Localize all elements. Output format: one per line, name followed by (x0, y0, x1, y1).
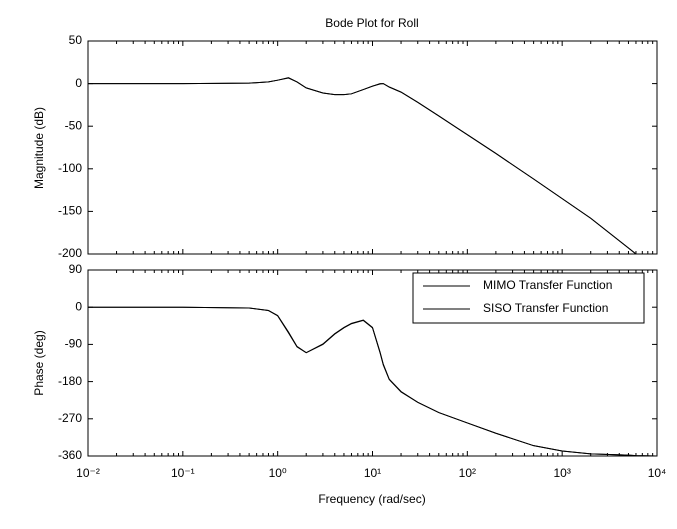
x-tick-label: 10⁻¹ (171, 466, 195, 480)
y-tick-label: -270 (58, 411, 82, 425)
legend-label: SISO Transfer Function (483, 301, 608, 315)
y-tick-label: -100 (58, 161, 82, 175)
y-axis-label: Phase (deg) (32, 330, 46, 395)
y-tick-label: 90 (69, 262, 83, 276)
x-tick-label: 10⁻² (76, 466, 100, 480)
legend-box (412, 272, 645, 324)
y-tick-label: -180 (58, 374, 82, 388)
x-tick-label: 10² (459, 466, 476, 480)
line-series (88, 77, 637, 254)
y-tick-label: -50 (65, 118, 83, 132)
x-tick-label: 10¹ (364, 466, 381, 480)
x-tick-label: 10⁰ (269, 466, 287, 480)
chart-title: Bode Plot for Roll (325, 16, 418, 30)
x-tick-label: 10⁴ (648, 466, 667, 480)
plot-area (87, 40, 658, 255)
y-tick-label: -200 (58, 246, 82, 260)
x-tick-label: 10³ (553, 466, 570, 480)
y-tick-label: -150 (58, 204, 82, 218)
y-tick-label: 50 (69, 33, 83, 47)
y-tick-label: 0 (75, 76, 82, 90)
y-tick-label: -360 (58, 448, 82, 462)
line-series (88, 306, 657, 456)
y-axis-label: Magnitude (dB) (32, 107, 46, 189)
x-axis-label: Frequency (rad/sec) (318, 492, 425, 506)
legend-label: MIMO Transfer Function (483, 278, 612, 292)
y-tick-label: -90 (65, 337, 83, 351)
y-tick-label: 0 (75, 299, 82, 313)
